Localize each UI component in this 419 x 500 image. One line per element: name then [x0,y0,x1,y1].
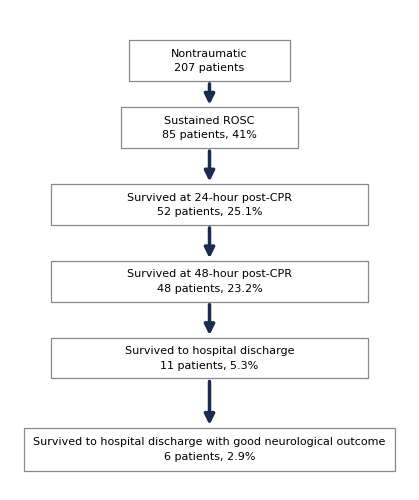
Text: 11 patients, 5.3%: 11 patients, 5.3% [160,360,259,370]
FancyBboxPatch shape [129,40,290,81]
Text: Survived to hospital discharge with good neurological outcome: Survived to hospital discharge with good… [34,438,385,448]
FancyBboxPatch shape [52,338,367,378]
Text: Survived to hospital discharge: Survived to hospital discharge [125,346,294,356]
Text: Nontraumatic: Nontraumatic [171,48,248,58]
FancyBboxPatch shape [24,428,395,471]
Text: 207 patients: 207 patients [174,63,245,73]
Text: Survived at 48-hour post-CPR: Survived at 48-hour post-CPR [127,270,292,280]
Text: 48 patients, 23.2%: 48 patients, 23.2% [157,284,262,294]
FancyBboxPatch shape [52,184,367,225]
FancyBboxPatch shape [52,261,367,302]
Text: Sustained ROSC: Sustained ROSC [164,116,255,126]
Text: 6 patients, 2.9%: 6 patients, 2.9% [164,452,255,462]
FancyBboxPatch shape [121,107,298,148]
Text: 85 patients, 41%: 85 patients, 41% [162,130,257,140]
Text: Survived at 24-hour post-CPR: Survived at 24-hour post-CPR [127,192,292,202]
Text: 52 patients, 25.1%: 52 patients, 25.1% [157,207,262,217]
